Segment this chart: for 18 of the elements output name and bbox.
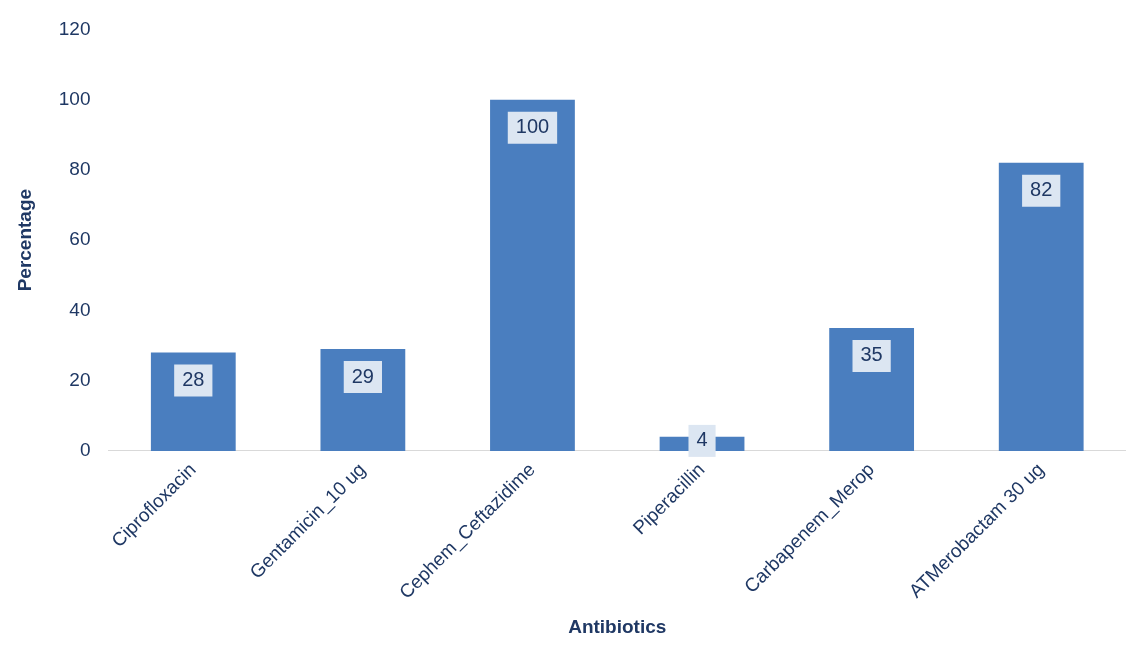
data-label: 28 [182,368,205,391]
data-label: 82 [1030,178,1053,201]
y-tick-label: 60 [69,228,91,250]
y-tick-label: 100 [58,87,91,109]
y-tick-label: 0 [79,439,91,461]
y-tick-label: 40 [69,298,91,320]
data-label: 29 [351,364,374,387]
x-axis-title: Antibiotics [568,615,667,637]
bar [829,327,915,451]
bar [490,99,575,451]
y-tick-label: 20 [69,368,91,390]
data-label: 100 [515,115,550,138]
data-label: 35 [860,343,883,366]
y-tick-label: 120 [58,17,91,39]
data-label: 4 [696,428,708,451]
y-tick-label: 80 [69,158,91,180]
bar [998,162,1084,451]
y-axis-title: Percentage [13,188,35,292]
